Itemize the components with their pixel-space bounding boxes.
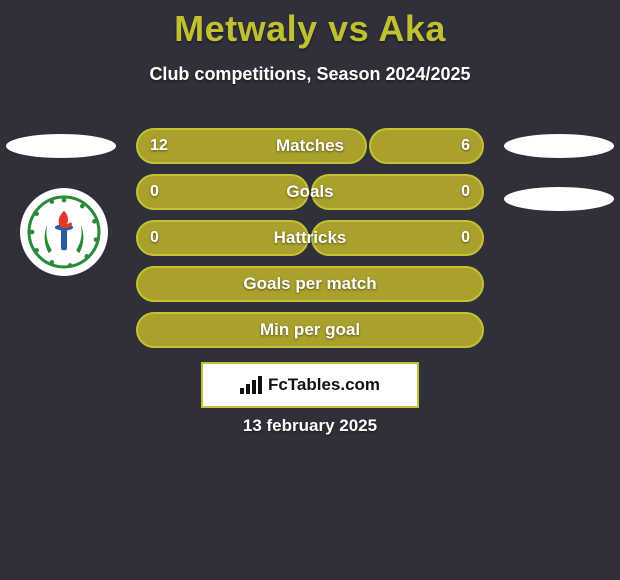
player-right-badge (504, 134, 614, 158)
row-goals: 0 0 Goals (136, 174, 484, 210)
row-hattricks: 0 0 Hattricks (136, 220, 484, 256)
metric-label-hattricks: Hattricks (136, 220, 484, 256)
page-title: Metwaly vs Aka (0, 8, 620, 50)
brand-box[interactable]: FcTables.com (201, 362, 419, 408)
metric-label-gpm: Goals per match (136, 266, 484, 302)
page-subtitle: Club competitions, Season 2024/2025 (0, 64, 620, 85)
brand-text: FcTables.com (268, 375, 380, 395)
metric-label-mpg: Min per goal (136, 312, 484, 348)
comparison-rows: 12 6 Matches 0 0 Goals 0 0 Hattricks Goa… (136, 128, 484, 358)
metric-label-goals: Goals (136, 174, 484, 210)
smouha-sc-crest-icon (26, 194, 102, 270)
bars-icon (240, 376, 262, 394)
row-matches: 12 6 Matches (136, 128, 484, 164)
date-text: 13 february 2025 (0, 416, 620, 436)
club-crest (20, 188, 108, 276)
row-gpm: Goals per match (136, 266, 484, 302)
row-mpg: Min per goal (136, 312, 484, 348)
metric-label-matches: Matches (136, 128, 484, 164)
player-left-badge (6, 134, 116, 158)
player-right-badge-2 (504, 187, 614, 211)
